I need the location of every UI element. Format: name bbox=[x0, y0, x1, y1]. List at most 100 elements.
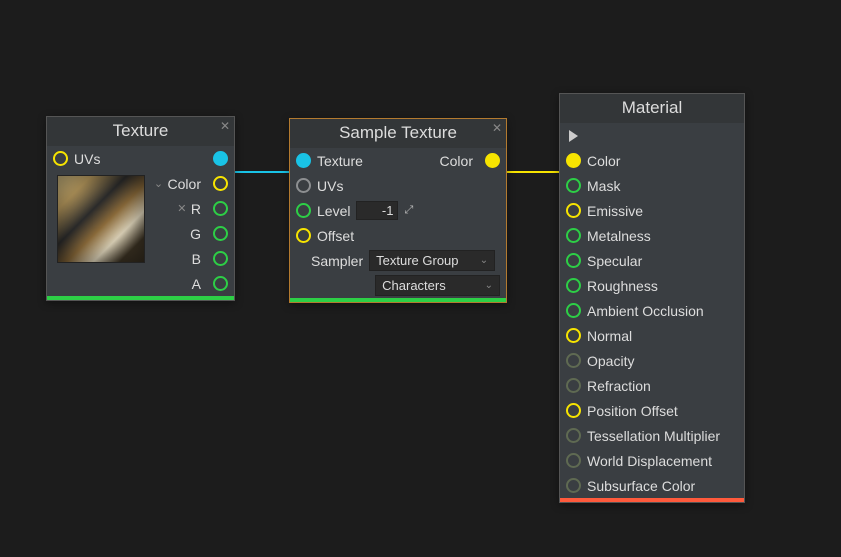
label-color: Color bbox=[168, 176, 201, 192]
combo-label: Characters bbox=[382, 278, 446, 293]
title-label: Material bbox=[622, 98, 682, 117]
label: Metalness bbox=[587, 228, 651, 244]
sampler-combo-group[interactable]: Texture Group ⌄ bbox=[369, 250, 495, 271]
row-sampler: Sampler Texture Group ⌄ bbox=[290, 248, 506, 273]
input-row-uvs: UVs bbox=[47, 146, 234, 171]
label: World Displacement bbox=[587, 453, 712, 469]
port-in[interactable] bbox=[566, 178, 581, 193]
port-out-b[interactable] bbox=[213, 251, 228, 266]
port-in-uvs[interactable] bbox=[296, 178, 311, 193]
level-field[interactable]: -1 bbox=[356, 201, 398, 220]
material-row: Tessellation Multiplier bbox=[560, 423, 744, 448]
port-in[interactable] bbox=[566, 428, 581, 443]
resize-icon[interactable]: ⤢ bbox=[404, 204, 413, 217]
label: Position Offset bbox=[587, 403, 678, 419]
port-in[interactable] bbox=[566, 328, 581, 343]
port-in[interactable] bbox=[566, 478, 581, 493]
material-row: Opacity bbox=[560, 348, 744, 373]
material-row: World Displacement bbox=[560, 448, 744, 473]
output-row-g: G bbox=[151, 221, 234, 246]
node-graph-canvas[interactable]: { "canvas": { "width": 841, "height": 55… bbox=[0, 0, 841, 557]
material-row: Specular bbox=[560, 248, 744, 273]
label: Ambient Occlusion bbox=[587, 303, 704, 319]
row-texture: Texture Color bbox=[290, 148, 506, 173]
close-icon[interactable]: ✕ bbox=[176, 202, 188, 215]
label: Tessellation Multiplier bbox=[587, 428, 720, 444]
chevron-down-icon: ⌄ bbox=[485, 280, 493, 291]
node-title[interactable]: Texture ✕ bbox=[47, 117, 234, 146]
label-sampler: Sampler bbox=[311, 253, 363, 269]
port-in[interactable] bbox=[566, 153, 581, 168]
output-row-color: ⌄ Color bbox=[151, 171, 234, 196]
texture-thumbnail[interactable] bbox=[57, 175, 145, 263]
node-material[interactable]: Material Color Mask Emissive Metalness Specu… bbox=[559, 93, 745, 503]
label-b: B bbox=[192, 251, 201, 267]
output-row-a: A bbox=[151, 271, 234, 296]
chevron-down-icon[interactable]: ⌄ bbox=[153, 177, 165, 190]
node-footer bbox=[290, 298, 506, 302]
label-level: Level bbox=[317, 203, 350, 219]
node-sample-texture[interactable]: Sample Texture ✕ Texture Color UVs Level… bbox=[289, 118, 507, 303]
material-row: Emissive bbox=[560, 198, 744, 223]
node-title[interactable]: Sample Texture ✕ bbox=[290, 119, 506, 148]
port-out-color[interactable] bbox=[485, 153, 500, 168]
port-in-offset[interactable] bbox=[296, 228, 311, 243]
label: Subsurface Color bbox=[587, 478, 695, 494]
material-row: Metalness bbox=[560, 223, 744, 248]
material-row: Refraction bbox=[560, 373, 744, 398]
row-offset: Offset bbox=[290, 223, 506, 248]
combo-label: Texture Group bbox=[376, 253, 458, 268]
port-out-g[interactable] bbox=[213, 226, 228, 241]
material-row: Color bbox=[560, 148, 744, 173]
row-sampler-2: Sampler Characters ⌄ bbox=[290, 273, 506, 298]
label-uvs: UVs bbox=[74, 151, 100, 167]
label-a: A bbox=[192, 276, 201, 292]
port-in[interactable] bbox=[566, 378, 581, 393]
material-row: Roughness bbox=[560, 273, 744, 298]
node-footer bbox=[560, 498, 744, 502]
port-out-a[interactable] bbox=[213, 276, 228, 291]
port-in[interactable] bbox=[566, 253, 581, 268]
material-row: Ambient Occlusion bbox=[560, 298, 744, 323]
close-icon[interactable]: ✕ bbox=[220, 119, 230, 133]
port-out-texture[interactable] bbox=[213, 151, 228, 166]
material-row: Mask bbox=[560, 173, 744, 198]
port-in-texture[interactable] bbox=[296, 153, 311, 168]
chevron-down-icon: ⌄ bbox=[480, 255, 488, 266]
port-in[interactable] bbox=[566, 278, 581, 293]
port-in[interactable] bbox=[566, 453, 581, 468]
label-texture: Texture bbox=[317, 153, 363, 169]
label-g: G bbox=[190, 226, 201, 242]
label-uvs: UVs bbox=[317, 178, 343, 194]
row-uvs: UVs bbox=[290, 173, 506, 198]
port-in-uvs[interactable] bbox=[53, 151, 68, 166]
node-footer bbox=[47, 296, 234, 300]
label: Mask bbox=[587, 178, 620, 194]
label-offset: Offset bbox=[317, 228, 354, 244]
label-out-color: Color bbox=[440, 153, 473, 169]
material-row: Subsurface Color bbox=[560, 473, 744, 498]
label: Emissive bbox=[587, 203, 643, 219]
output-row-b: B bbox=[151, 246, 234, 271]
label: Opacity bbox=[587, 353, 634, 369]
execute-icon[interactable] bbox=[569, 130, 578, 142]
port-out-r[interactable] bbox=[213, 201, 228, 216]
port-in[interactable] bbox=[566, 403, 581, 418]
port-in[interactable] bbox=[566, 228, 581, 243]
material-row bbox=[560, 123, 744, 148]
title-label: Sample Texture bbox=[339, 123, 457, 142]
port-in[interactable] bbox=[566, 353, 581, 368]
port-in[interactable] bbox=[566, 203, 581, 218]
output-row-r: ✕ R bbox=[151, 196, 234, 221]
sampler-combo-value[interactable]: Characters ⌄ bbox=[375, 275, 500, 296]
label: Refraction bbox=[587, 378, 651, 394]
label: Color bbox=[587, 153, 620, 169]
label: Normal bbox=[587, 328, 632, 344]
node-title[interactable]: Material bbox=[560, 94, 744, 123]
label-r: R bbox=[191, 201, 201, 217]
port-in[interactable] bbox=[566, 303, 581, 318]
close-icon[interactable]: ✕ bbox=[492, 121, 502, 135]
port-out-color[interactable] bbox=[213, 176, 228, 191]
node-texture[interactable]: Texture ✕ UVs ⌄ Color ✕ R G bbox=[46, 116, 235, 301]
port-in-level[interactable] bbox=[296, 203, 311, 218]
